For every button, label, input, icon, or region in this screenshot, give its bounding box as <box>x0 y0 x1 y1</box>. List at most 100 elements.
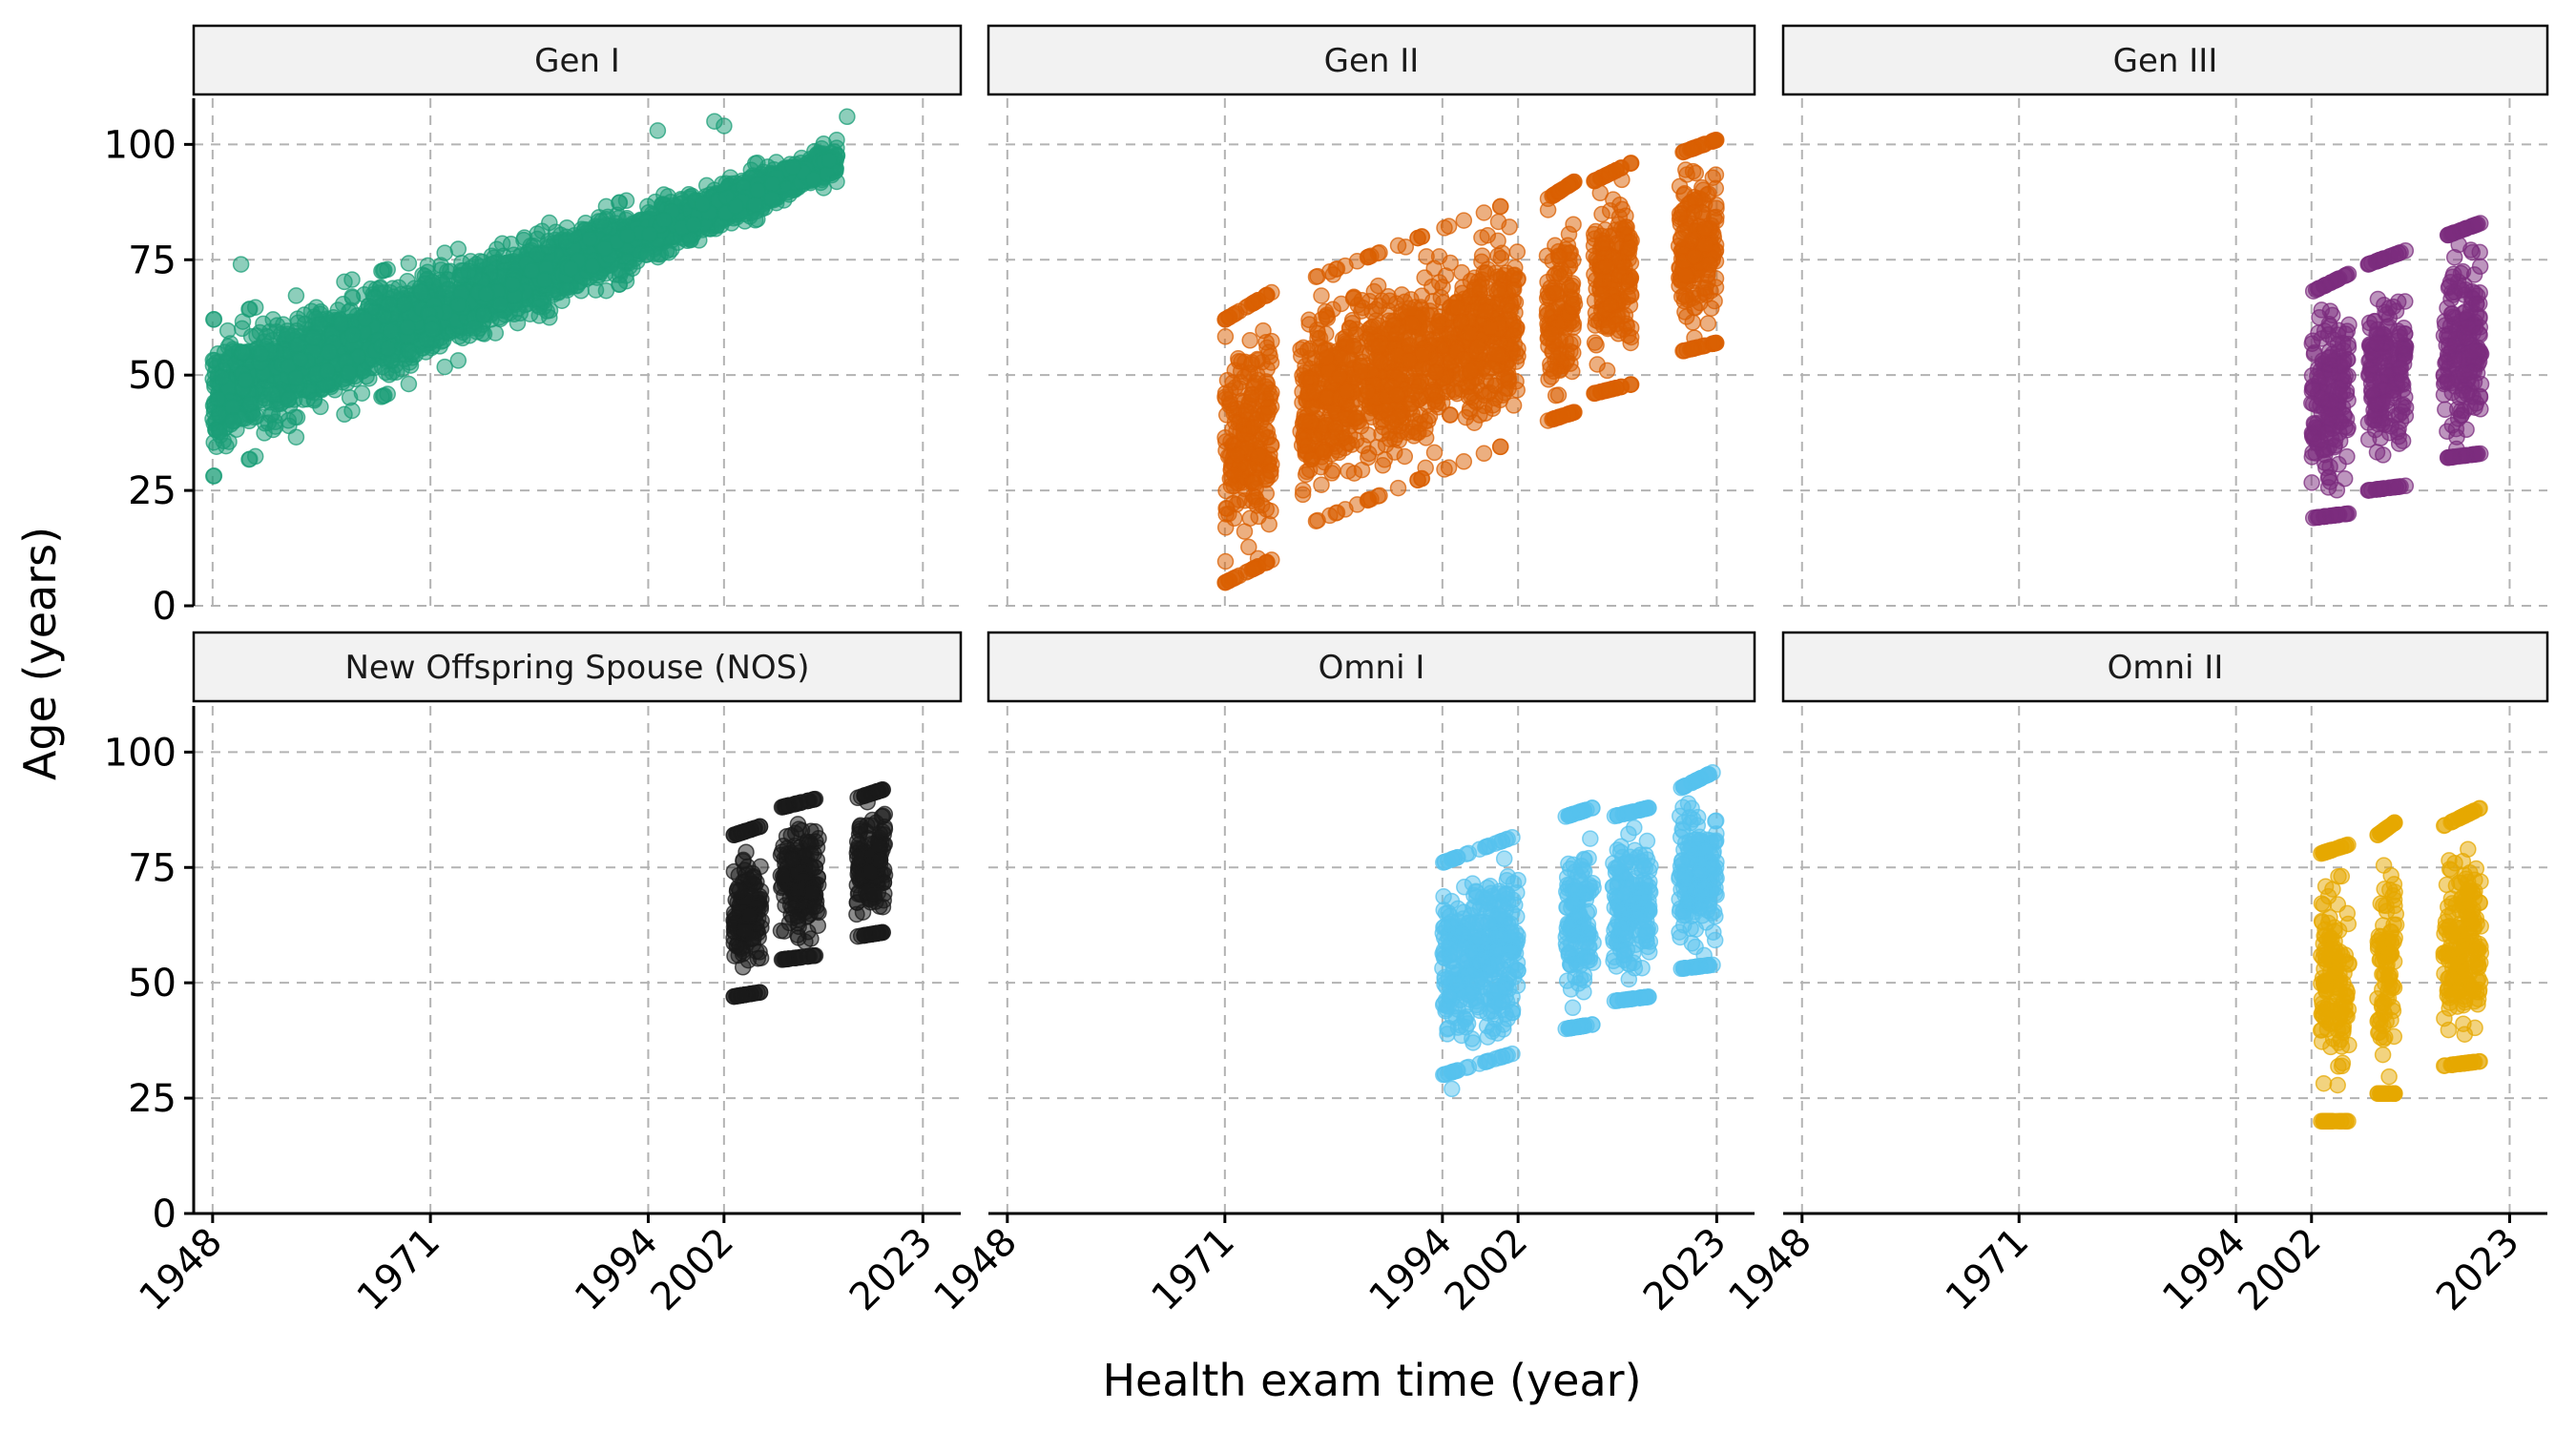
data-point <box>1216 519 1235 536</box>
data-point <box>1550 248 1568 265</box>
data-point <box>1560 225 1578 243</box>
data-point <box>1505 397 1523 414</box>
data-point <box>1706 292 1723 310</box>
data-point <box>412 283 430 301</box>
data-point <box>336 273 353 291</box>
data-point <box>218 321 237 340</box>
data-point <box>685 216 702 234</box>
data-point <box>1538 301 1556 319</box>
data-point <box>1232 373 1249 391</box>
data-point <box>400 375 418 393</box>
data-point <box>660 243 677 261</box>
data-point <box>224 398 241 416</box>
data-point <box>1475 445 1493 463</box>
data-point <box>1699 315 1717 332</box>
data-point <box>1347 325 1364 343</box>
data-point <box>509 314 527 332</box>
data-point <box>224 412 241 429</box>
data-point <box>1338 383 1356 400</box>
data-point <box>749 154 766 172</box>
data-point <box>1671 205 1689 222</box>
y-tick-label: 100 <box>104 123 177 167</box>
data-point <box>1390 431 1408 449</box>
data-point <box>558 281 576 299</box>
data-point <box>714 176 731 193</box>
data-point <box>539 238 557 255</box>
data-point <box>1448 299 1466 317</box>
data-point <box>1554 180 1572 197</box>
data-point <box>1619 288 1637 306</box>
data-point <box>1432 289 1450 306</box>
data-point <box>251 323 269 342</box>
data-point <box>1477 302 1494 320</box>
data-point <box>1586 384 1603 403</box>
data-point <box>460 262 477 280</box>
data-point <box>381 295 398 313</box>
data-point <box>1294 486 1312 504</box>
data-point <box>487 324 505 342</box>
data-point <box>1361 445 1378 463</box>
data-point <box>280 390 298 408</box>
data-point <box>241 450 259 467</box>
data-point <box>1374 457 1392 474</box>
data-point <box>319 363 336 380</box>
data-point <box>488 240 506 259</box>
data-point <box>1593 235 1611 253</box>
data-point <box>1413 469 1430 487</box>
points-group <box>204 108 856 485</box>
data-point <box>449 240 467 258</box>
y-tick-label: 75 <box>128 238 177 282</box>
data-point <box>1475 204 1493 221</box>
data-point <box>1257 287 1275 304</box>
data-point <box>1601 165 1618 182</box>
facet-panel: Gen II <box>987 24 1756 607</box>
data-point <box>1334 350 1351 367</box>
data-point <box>1328 260 1346 278</box>
data-point <box>746 196 764 213</box>
data-point <box>1298 437 1317 454</box>
data-point <box>1396 447 1414 466</box>
data-point <box>1586 173 1603 190</box>
data-point <box>1601 296 1619 313</box>
data-point <box>383 322 400 340</box>
data-point <box>1492 438 1509 456</box>
data-point <box>366 289 384 306</box>
data-point <box>1359 383 1376 401</box>
data-point <box>1547 386 1565 404</box>
data-point <box>1485 397 1502 414</box>
data-point <box>1598 258 1615 275</box>
data-point <box>1216 388 1234 405</box>
data-point <box>1242 356 1260 373</box>
data-point <box>1506 266 1524 283</box>
data-point <box>1380 287 1397 305</box>
data-point <box>638 246 656 263</box>
data-point <box>1442 406 1459 424</box>
data-point <box>1672 230 1690 247</box>
data-point <box>205 311 222 328</box>
data-point-outlier <box>839 108 856 126</box>
data-point <box>1365 282 1383 301</box>
data-point <box>523 261 540 280</box>
data-point <box>1489 346 1507 363</box>
data-point <box>332 315 350 333</box>
data-point <box>1296 412 1314 430</box>
data-point <box>1554 407 1572 425</box>
data-point <box>1388 386 1405 404</box>
data-point <box>241 395 259 413</box>
data-point <box>1417 420 1434 438</box>
y-tick-label: 0 <box>153 585 177 629</box>
data-point <box>1587 271 1605 289</box>
data-point <box>400 255 418 272</box>
data-point <box>1413 228 1430 245</box>
data-point <box>784 158 801 176</box>
data-point <box>400 342 418 361</box>
data-point <box>727 197 745 216</box>
data-point <box>1687 164 1705 182</box>
data-point <box>208 438 225 455</box>
data-point <box>1414 360 1431 377</box>
y-tick-label: 50 <box>128 354 177 398</box>
data-point <box>1403 315 1422 332</box>
data-point <box>595 239 613 258</box>
data-point <box>1327 419 1344 437</box>
